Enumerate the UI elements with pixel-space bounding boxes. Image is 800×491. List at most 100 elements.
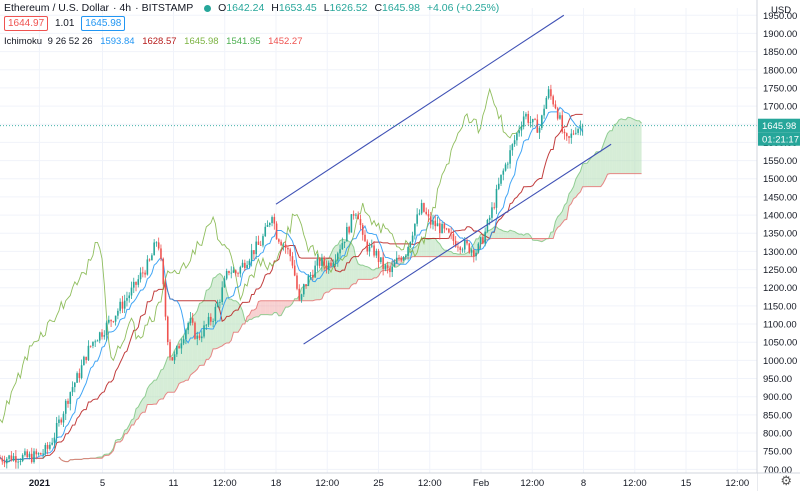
- indicator-legend[interactable]: Ichimoku 9 26 52 26 1593.84 1628.57 1645…: [4, 36, 307, 47]
- candle-body: [547, 89, 550, 98]
- x-tick-label: 12:00: [315, 478, 339, 489]
- low-value: 1626.52: [329, 2, 368, 14]
- candle-body: [541, 115, 543, 128]
- candle-body: [139, 272, 142, 280]
- candle-body: [119, 301, 121, 311]
- candle-body: [293, 265, 296, 276]
- candle-body: [44, 444, 47, 454]
- cloud-segment: [462, 254, 465, 257]
- y-tick-label: 1550.00: [763, 156, 797, 167]
- buy-button[interactable]: 1645.98: [81, 16, 126, 31]
- candle-body: [420, 203, 423, 214]
- x-tick-label: 12:00: [213, 478, 237, 489]
- cloud-segment: [215, 274, 218, 349]
- candle-body: [42, 453, 44, 455]
- candle-body: [207, 316, 210, 325]
- candle-body: [128, 295, 131, 299]
- candle-body: [364, 234, 366, 242]
- candle-body: [151, 255, 153, 261]
- y-tick-label: 1200.00: [763, 283, 797, 294]
- cloud-segment: [149, 383, 152, 405]
- candle-body: [112, 321, 115, 323]
- candle-body: [457, 246, 459, 248]
- candle-body: [516, 133, 518, 141]
- candle-body: [461, 249, 464, 251]
- cloud-segment: [569, 190, 572, 207]
- candle-body: [513, 140, 516, 145]
- cloud-segment: [278, 300, 282, 316]
- candle-body: [432, 220, 434, 225]
- candle-body: [491, 207, 493, 218]
- candle-body: [450, 232, 452, 235]
- cloud-segment: [496, 226, 499, 239]
- sell-button[interactable]: 1644.97: [4, 16, 49, 31]
- y-tick-label: 1150.00: [763, 301, 797, 312]
- candle-body: [94, 341, 97, 343]
- candle-body: [370, 245, 373, 247]
- symbol-title[interactable]: Ethereum / U.S. Dollar: [4, 2, 110, 14]
- candle-body: [479, 237, 482, 244]
- settings-gear-icon[interactable]: ⚙: [780, 473, 792, 488]
- candle-body: [531, 118, 534, 123]
- candle-body: [223, 278, 226, 288]
- candle-body: [497, 183, 500, 189]
- candle-body: [255, 241, 257, 255]
- cloud-segment: [612, 124, 615, 174]
- cloud-segment: [637, 120, 640, 174]
- candle-body: [543, 108, 545, 116]
- candle-body: [473, 250, 475, 257]
- candle-body: [126, 298, 128, 301]
- cloud-segment: [621, 118, 624, 174]
- candle-body: [200, 336, 203, 339]
- candle-body: [425, 211, 428, 215]
- cloud-segment: [172, 350, 175, 393]
- ichimoku-lines: [0, 87, 642, 463]
- candle-body: [332, 262, 335, 266]
- ichimoku-cloud: [58, 117, 642, 462]
- candle-body: [482, 237, 484, 244]
- cloud-segment: [575, 175, 579, 198]
- candle-body: [384, 265, 387, 269]
- cloud-segment: [519, 234, 522, 239]
- candle-body: [504, 164, 507, 171]
- y-tick-label: 950.00: [763, 374, 792, 385]
- candle-body: [339, 249, 341, 254]
- y-tick-label: 900.00: [763, 392, 792, 403]
- candle-body: [341, 243, 344, 250]
- cloud-segment: [360, 265, 363, 280]
- candle-body: [60, 419, 63, 423]
- candle-body: [452, 234, 455, 241]
- candle-body: [49, 444, 51, 449]
- candle-body: [486, 219, 489, 232]
- candle-body: [309, 274, 312, 277]
- cloud-segment: [129, 419, 132, 431]
- candle-body: [123, 300, 126, 309]
- cloud-segment: [607, 130, 610, 175]
- cloud-segment: [523, 233, 526, 239]
- cloud-segment: [170, 355, 173, 393]
- candle-body: [527, 113, 530, 123]
- cloud-segment: [163, 363, 166, 399]
- candle-body: [405, 255, 407, 258]
- candle-body: [225, 270, 228, 279]
- indicator-params: 9 26 52 26: [47, 36, 93, 47]
- cloud-segment: [312, 272, 316, 301]
- candle-body: [565, 133, 568, 137]
- cloud-segment: [158, 370, 161, 401]
- y-tick-label: 1500.00: [763, 174, 797, 185]
- cloud-segment: [251, 310, 254, 320]
- candle-body: [101, 332, 103, 337]
- candle-body: [103, 335, 106, 337]
- candle-body: [475, 252, 477, 257]
- candle-body: [55, 422, 58, 438]
- candle-body: [250, 250, 253, 261]
- candle-body: [418, 213, 421, 215]
- candle-body: [244, 262, 246, 269]
- interval[interactable]: 4h: [119, 2, 132, 14]
- candle-body: [71, 387, 74, 393]
- cloud-segment: [317, 270, 320, 300]
- cloud-segment: [639, 120, 642, 174]
- candle-body: [484, 231, 486, 244]
